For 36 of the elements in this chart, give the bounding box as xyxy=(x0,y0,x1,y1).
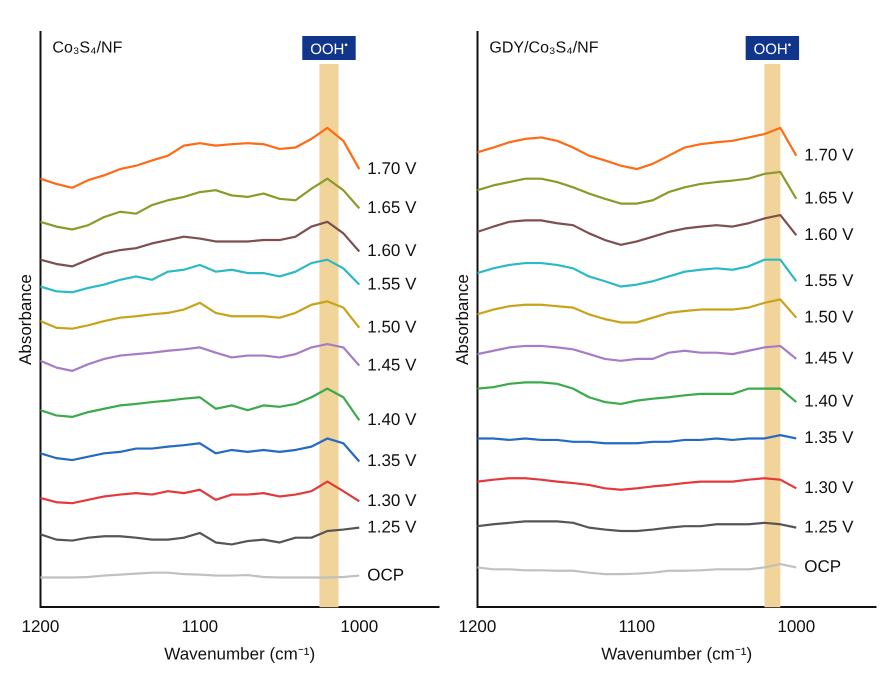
series-label: 1.40 V xyxy=(367,410,418,429)
x-tick-label: 1100 xyxy=(618,617,656,636)
series-label: 1.30 V xyxy=(367,490,418,510)
series-label: 1.35 V xyxy=(804,428,854,448)
band-label: OOH• xyxy=(754,40,792,58)
chart-title: Co₃S₄/NF xyxy=(52,39,123,56)
series-label: 1.60 V xyxy=(804,224,854,244)
series-label: 1.55 V xyxy=(804,270,854,290)
series-label: 1.25 V xyxy=(804,517,854,536)
x-tick-label: 1000 xyxy=(340,617,378,636)
series-label: 1.45 V xyxy=(367,355,418,374)
series-label: 1.55 V xyxy=(367,274,418,294)
series-label: 1.25 V xyxy=(367,517,418,536)
series-label: 1.65 V xyxy=(367,198,418,218)
x-tick-label: 1000 xyxy=(777,617,816,636)
x-axis-title: Wavenumber (cm⁻¹) xyxy=(164,644,316,664)
series-label: 1.30 V xyxy=(804,478,854,498)
chart-title: GDY/Co₃S₄/NF xyxy=(489,39,599,56)
y-axis-title: Absorbance xyxy=(16,274,35,365)
series-label: 1.70 V xyxy=(804,145,854,164)
series-label: 1.70 V xyxy=(367,158,418,178)
series-label: 1.60 V xyxy=(367,241,418,260)
series-label: OCP xyxy=(804,557,842,576)
series-label: 1.50 V xyxy=(804,307,854,326)
x-tick-label: 1200 xyxy=(21,617,60,636)
series-label: OCP xyxy=(367,565,404,584)
band-label: OOH• xyxy=(310,40,348,58)
y-axis-title: Absorbance xyxy=(452,274,472,365)
series-label: 1.45 V xyxy=(804,348,854,368)
series-label: 1.65 V xyxy=(804,188,854,208)
x-tick-label: 1200 xyxy=(458,617,496,636)
x-tick-label: 1100 xyxy=(182,617,218,636)
series-label: 1.50 V xyxy=(367,317,418,336)
series-label: 1.35 V xyxy=(367,451,418,470)
x-axis-title: Wavenumber (cm⁻¹) xyxy=(601,644,752,664)
series-label: 1.40 V xyxy=(804,392,854,411)
